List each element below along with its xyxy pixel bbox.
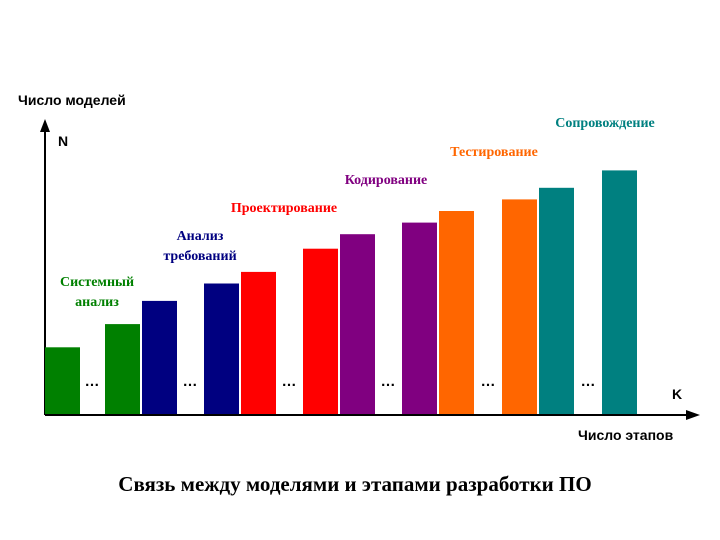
y-axis-arrow — [40, 119, 50, 132]
bar-5-2 — [439, 211, 474, 414]
ellipsis-6: … — [581, 373, 596, 390]
bar-6-1 — [502, 199, 537, 414]
stage-label-2-line-2: требований — [163, 249, 236, 264]
bars-layer — [45, 170, 637, 414]
stage-labels-layer: Системный анализ Анализ требований Проектиро… — [60, 116, 655, 310]
stage-label-6-line-1: Сопровождение — [555, 116, 655, 131]
bar-3-2 — [241, 271, 276, 414]
bar-1-1 — [45, 347, 80, 414]
x-axis-title: Число этапов — [578, 427, 674, 443]
ellipsis-layer: … … … … … … — [85, 373, 596, 390]
bar-6-2 — [539, 187, 574, 414]
ellipsis-4: … — [381, 373, 396, 390]
stage-label-5-line-1: Тестирование — [450, 145, 538, 160]
stage-label-2-line-1: Анализ — [177, 229, 224, 244]
ellipsis-2: … — [183, 373, 198, 390]
ellipsis-5: … — [481, 373, 496, 390]
chart-title: Связь между моделями и этапами разработк… — [118, 472, 591, 496]
bar-3-1 — [204, 283, 239, 414]
bar-5-1 — [402, 222, 437, 414]
bar-4-2 — [340, 234, 375, 414]
stage-label-1-line-1: Системный — [60, 275, 134, 290]
ellipsis-1: … — [85, 373, 100, 390]
x-axis-arrow — [686, 410, 700, 420]
stage-label-1-line-2: анализ — [75, 295, 119, 310]
stage-label-4-line-1: Кодирование — [345, 173, 428, 188]
x-axis-symbol: K — [672, 386, 682, 402]
bar-2-1 — [105, 324, 140, 414]
y-axis-symbol: N — [58, 133, 68, 149]
stage-label-3-line-1: Проектирование — [231, 201, 337, 216]
bar-7-1 — [602, 170, 637, 414]
bar-4-1 — [303, 248, 338, 414]
bar-2-2 — [142, 300, 177, 414]
ellipsis-3: … — [282, 373, 297, 390]
y-axis-title: Число моделей — [18, 92, 126, 108]
